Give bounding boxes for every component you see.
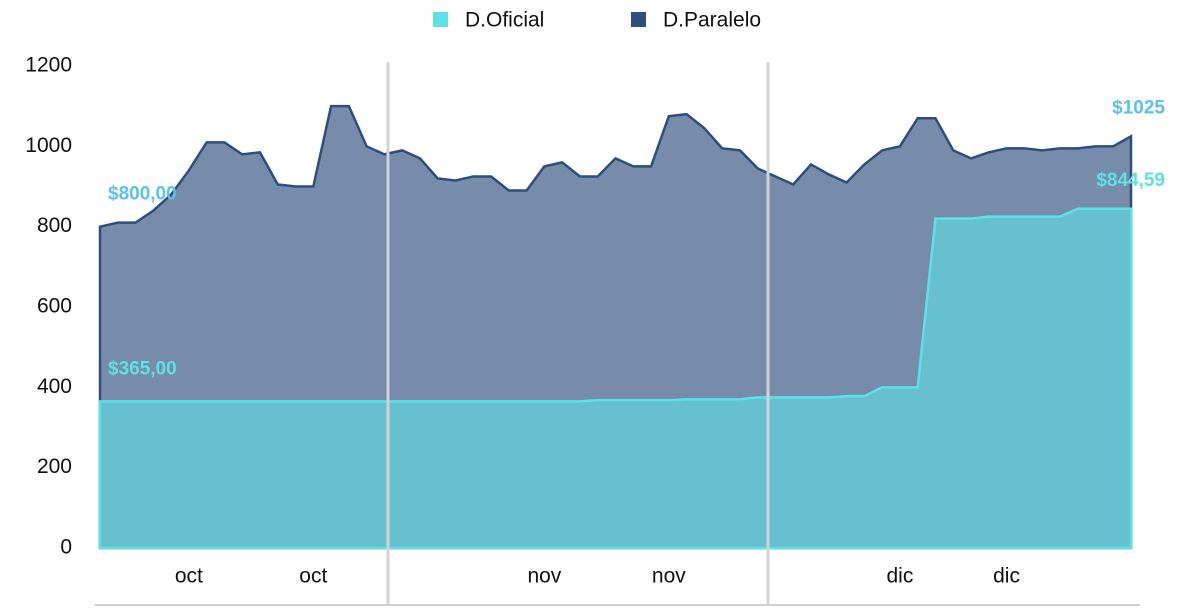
x-tick-label: nov [652,565,686,588]
y-tick-label: 0 [60,536,72,559]
y-tick-label: 800 [37,214,72,237]
x-tick-label: nov [527,565,561,588]
value-label: $844,59 [1096,170,1165,191]
x-tick-label: dic [886,565,913,588]
y-tick-label: 400 [37,375,72,398]
y-tick-label: 200 [37,455,72,478]
value-label: $365,00 [108,358,177,379]
area [98,207,1133,550]
legend-swatch [433,12,448,27]
y-tick-label: 1200 [25,54,72,77]
legend-swatch [631,12,646,27]
value-label: $800,00 [108,184,177,205]
value-label: $1025 [1112,97,1165,118]
y-tick-label: 600 [37,295,72,318]
x-tick-label: oct [175,565,203,588]
x-tick-label: dic [993,565,1020,588]
legend-label: D.Oficial [465,9,544,32]
x-tick-label: oct [299,565,327,588]
legend-label: D.Paralelo [663,9,761,32]
y-tick-label: 1000 [25,134,72,157]
